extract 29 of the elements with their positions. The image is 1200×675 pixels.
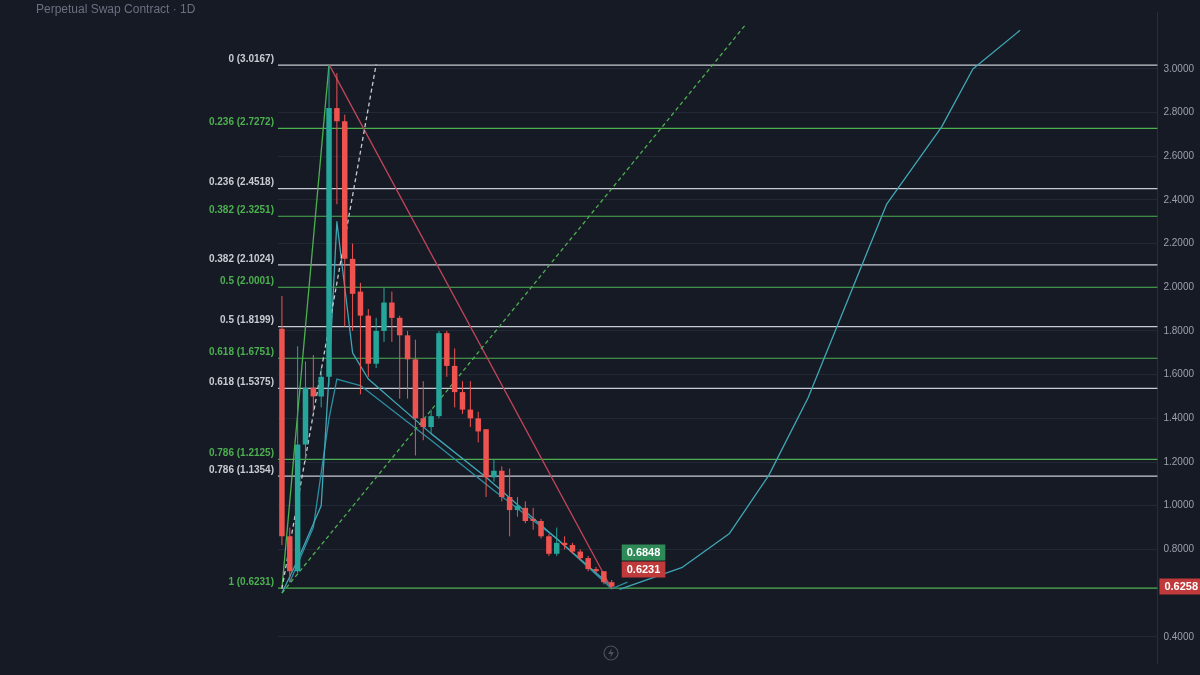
ref-line-label: 0.618 (1.5375) (208, 376, 274, 388)
y-tick-label: 1.6000 (1163, 368, 1195, 380)
ref-line-label: 0.786 (1.1354) (208, 463, 274, 475)
text: 0.6258 (1164, 579, 1199, 592)
annotation: 0.6848 (626, 545, 661, 558)
y-tick-label: 2.4000 (1163, 193, 1195, 205)
y-tick-label: 3.0000 (1163, 62, 1195, 74)
y-tick-label: 1.4000 (1163, 412, 1195, 424)
ref-line-label: 0.618 (1.6751) (208, 345, 274, 357)
y-tick-label: 1.0000 (1163, 499, 1195, 511)
ref-line-label: 0.5 (1.8199) (220, 314, 274, 326)
y-tick-label: 1.2000 (1163, 455, 1195, 467)
text: Perpetual Swap Contract · 1D (36, 2, 196, 16)
ref-line-label: 0.382 (2.3251) (208, 203, 274, 215)
y-tick-label: 0.4000 (1163, 630, 1195, 642)
y-tick-label: 2.6000 (1163, 149, 1195, 161)
ref-line-label: 0.786 (1.2125) (208, 447, 274, 459)
y-tick-label: 2.2000 (1163, 237, 1195, 249)
y-tick-label: 1.8000 (1163, 324, 1195, 336)
ref-line-label: 0.5 (2.0001) (220, 274, 274, 286)
y-tick-label: 2.8000 (1163, 106, 1195, 118)
y-tick-label: 2.0000 (1163, 281, 1195, 293)
y-tick-label: 0.8000 (1163, 543, 1195, 555)
ref-line-label: 1 (0.6231) (228, 575, 274, 587)
annotation: 0.6231 (626, 562, 661, 575)
ref-line-label: 0.236 (2.4518) (208, 176, 274, 188)
ref-line-label: 0.382 (2.1024) (208, 252, 274, 264)
ref-line-label: 0 (3.0167) (228, 52, 274, 64)
ref-line-label: 0.236 (2.7272) (208, 116, 274, 128)
